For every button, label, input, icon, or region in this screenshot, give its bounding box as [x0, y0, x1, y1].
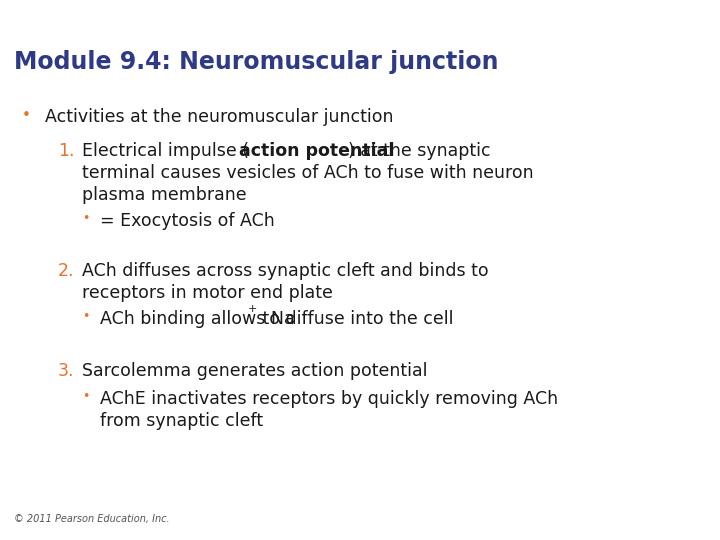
Text: Electrical impulse (: Electrical impulse ( — [82, 142, 249, 160]
Text: Activities at the neuromuscular junction: Activities at the neuromuscular junction — [45, 108, 394, 126]
Text: ACh diffuses across synaptic cleft and binds to: ACh diffuses across synaptic cleft and b… — [82, 262, 489, 280]
Text: action potential: action potential — [239, 142, 395, 160]
Text: Module 9.4: Neuromuscular junction: Module 9.4: Neuromuscular junction — [14, 50, 498, 74]
Text: ) at the synaptic: ) at the synaptic — [348, 142, 490, 160]
Text: ACh binding allows Na: ACh binding allows Na — [100, 310, 294, 328]
Text: •: • — [22, 108, 31, 123]
Text: AChE inactivates receptors by quickly removing ACh: AChE inactivates receptors by quickly re… — [100, 390, 558, 408]
Text: +: + — [248, 304, 257, 314]
Text: terminal causes vesicles of ACh to fuse with neuron: terminal causes vesicles of ACh to fuse … — [82, 164, 534, 182]
Text: 1.: 1. — [58, 142, 74, 160]
Text: •: • — [82, 212, 89, 225]
Text: •: • — [82, 310, 89, 323]
Text: © 2011 Pearson Education, Inc.: © 2011 Pearson Education, Inc. — [14, 514, 170, 524]
Text: plasma membrane: plasma membrane — [82, 186, 247, 204]
Text: Sarcolemma generates action potential: Sarcolemma generates action potential — [82, 362, 428, 380]
Text: •: • — [82, 390, 89, 403]
Text: to diffuse into the cell: to diffuse into the cell — [257, 310, 454, 328]
Text: 3.: 3. — [58, 362, 74, 380]
Text: 2.: 2. — [58, 262, 74, 280]
Text: receptors in motor end plate: receptors in motor end plate — [82, 284, 333, 302]
Text: from synaptic cleft: from synaptic cleft — [100, 412, 263, 430]
Text: = Exocytosis of ACh: = Exocytosis of ACh — [100, 212, 275, 230]
